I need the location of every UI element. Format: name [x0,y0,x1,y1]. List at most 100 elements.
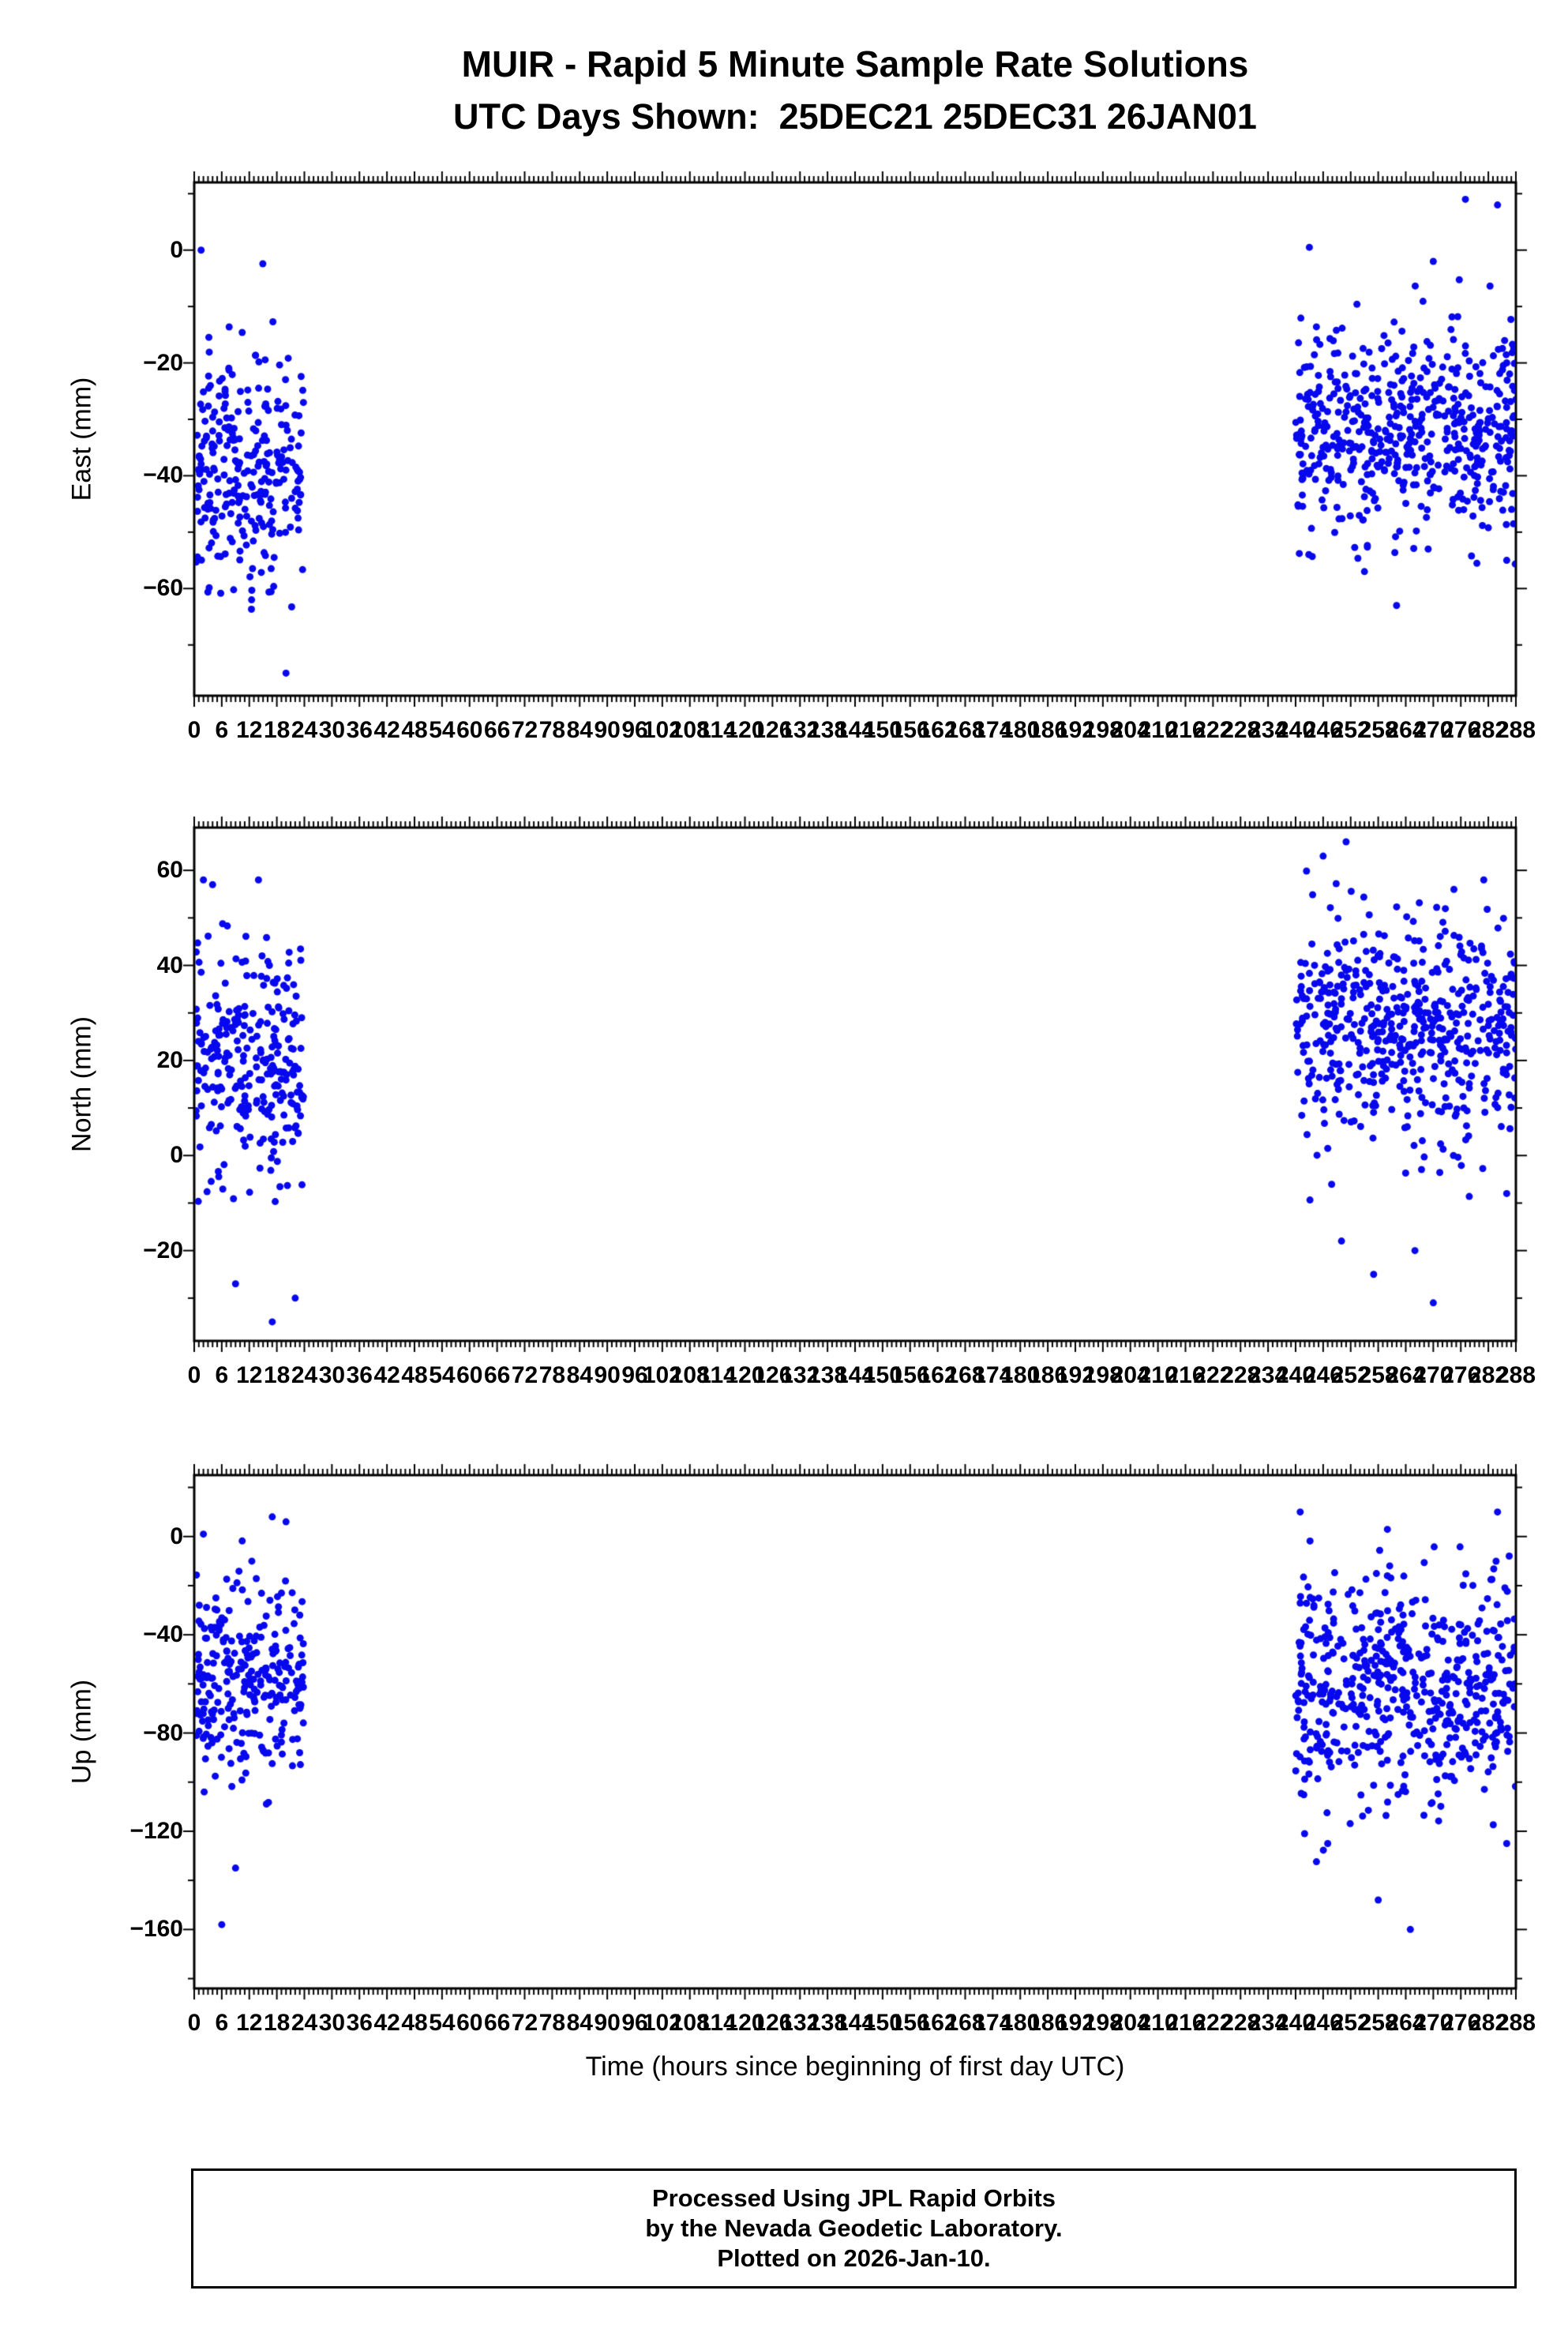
x-tick-label: 168 [945,1362,985,1388]
x-tick-label: 30 [318,1362,346,1388]
x-tick-label: 48 [401,1362,428,1388]
x-tick-label: 246 [1303,2010,1343,2036]
x-tick-label: 246 [1303,1362,1343,1388]
x-tick-label: 174 [973,717,1013,743]
x-tick-label: 234 [1248,1362,1289,1388]
x-tick-label: 30 [318,2010,346,2036]
x-tick-label: 204 [1110,717,1150,743]
footer-line-2: by the Nevada Geodetic Laboratory. [645,2214,1063,2242]
x-tick-label: 150 [862,2010,902,2036]
x-tick-label: 48 [401,2010,428,2036]
x-tick-label: 222 [1193,2010,1233,2036]
x-tick-label: 144 [835,2010,876,2036]
x-tick-label: 108 [670,2010,710,2036]
x-tick-label: 180 [1000,2010,1041,2036]
x-tick-label: 198 [1082,717,1123,743]
y-tick-label: −80 [143,1719,183,1746]
x-tick-label: 30 [318,717,346,743]
x-tick-label: 162 [917,1362,958,1388]
x-tick-label: 282 [1469,2010,1509,2036]
x-tick-label: 192 [1055,717,1096,743]
x-tick-label: 60 [456,1362,483,1388]
x-tick-label: 156 [890,717,930,743]
x-tick-label: 228 [1221,1362,1261,1388]
x-tick-label: 36 [346,717,373,743]
x-tick-label: 72 [511,717,538,743]
x-tick-label: 114 [698,1362,737,1388]
x-tick-label: 72 [511,2010,538,2036]
x-tick-label: 258 [1358,1362,1398,1388]
x-tick-label: 210 [1138,717,1178,743]
x-tick-label: 90 [594,2010,621,2036]
x-tick-label: 36 [346,2010,373,2036]
x-tick-label: 204 [1110,2010,1150,2036]
north-scatter-plot [171,804,1540,1365]
x-tick-label: 216 [1165,2010,1206,2036]
x-tick-label: 192 [1055,2010,1096,2036]
x-tick-label: 60 [456,2010,483,2036]
x-tick-label: 66 [483,717,511,743]
x-tick-label: 192 [1055,1362,1096,1388]
x-tick-label: 228 [1221,717,1261,743]
x-tick-label: 276 [1441,1362,1481,1388]
x-tick-label: 288 [1495,2010,1536,2036]
x-tick-label: 114 [698,2010,737,2036]
x-tick-label: 12 [236,717,263,743]
x-tick-label: 66 [483,2010,511,2036]
footer-line-1: Processed Using JPL Rapid Orbits [651,2184,1056,2212]
x-tick-label: 234 [1248,717,1289,743]
x-tick-label: 216 [1165,717,1206,743]
east-scatter-plot [171,159,1540,719]
x-tick-label: 6 [215,717,229,743]
up-scatter-plot [171,1451,1540,2012]
x-tick-label: 186 [1028,2010,1068,2036]
x-tick-label: 264 [1386,717,1426,743]
x-tick-label: 258 [1358,717,1398,743]
x-tick-label: 210 [1138,1362,1178,1388]
x-tick-label: 138 [808,2010,848,2036]
y-tick-label: −160 [129,1916,183,1943]
x-tick-label: 90 [594,717,621,743]
y-tick-label: 20 [156,1046,183,1073]
x-tick-label: 42 [373,1362,400,1388]
x-tick-label: 96 [621,1362,648,1388]
x-tick-label: 258 [1358,2010,1398,2036]
x-tick-label: 222 [1193,717,1233,743]
x-tick-label: 126 [752,1362,793,1388]
x-tick-label: 108 [670,1362,710,1388]
x-tick-label: 54 [429,717,456,743]
x-tick-label: 108 [670,717,710,743]
x-tick-label: 114 [698,717,737,743]
x-tick-label: 228 [1221,2010,1261,2036]
x-tick-label: 162 [917,717,958,743]
figure-title: MUIR - Rapid 5 Minute Sample Rate Soluti… [461,43,1249,84]
footer-box: Processed Using JPL Rapid Orbits by the … [191,2168,1517,2289]
x-tick-label: 270 [1413,2010,1454,2036]
x-tick-label: 204 [1110,1362,1150,1388]
x-tick-label: 126 [752,2010,793,2036]
y-tick-label: −20 [143,349,183,376]
x-tick-label: 240 [1275,717,1316,743]
x-tick-label: 0 [187,2010,201,2036]
x-tick-label: 264 [1386,1362,1426,1388]
x-tick-label: 24 [291,2010,318,2036]
x-tick-label: 102 [642,2010,682,2036]
x-tick-label: 270 [1413,1362,1454,1388]
x-tick-label: 288 [1495,717,1536,743]
x-tick-label: 252 [1330,717,1371,743]
figure-subtitle: UTC Days Shown: 25DEC21 25DEC31 26JAN01 [453,96,1257,137]
x-tick-label: 276 [1441,2010,1481,2036]
y-tick-label: 0 [170,236,183,263]
x-tick-label: 150 [862,717,902,743]
x-tick-label: 12 [236,1362,263,1388]
y-tick-label: −40 [143,462,183,489]
x-tick-label: 138 [808,1362,848,1388]
x-tick-label: 102 [642,1362,682,1388]
x-tick-label: 78 [538,1362,566,1388]
x-tick-label: 54 [429,2010,456,2036]
x-tick-label: 6 [215,2010,229,2036]
y-tick-label: −20 [143,1237,183,1264]
x-tick-label: 174 [973,1362,1013,1388]
x-tick-label: 60 [456,717,483,743]
x-tick-label: 84 [566,717,593,743]
